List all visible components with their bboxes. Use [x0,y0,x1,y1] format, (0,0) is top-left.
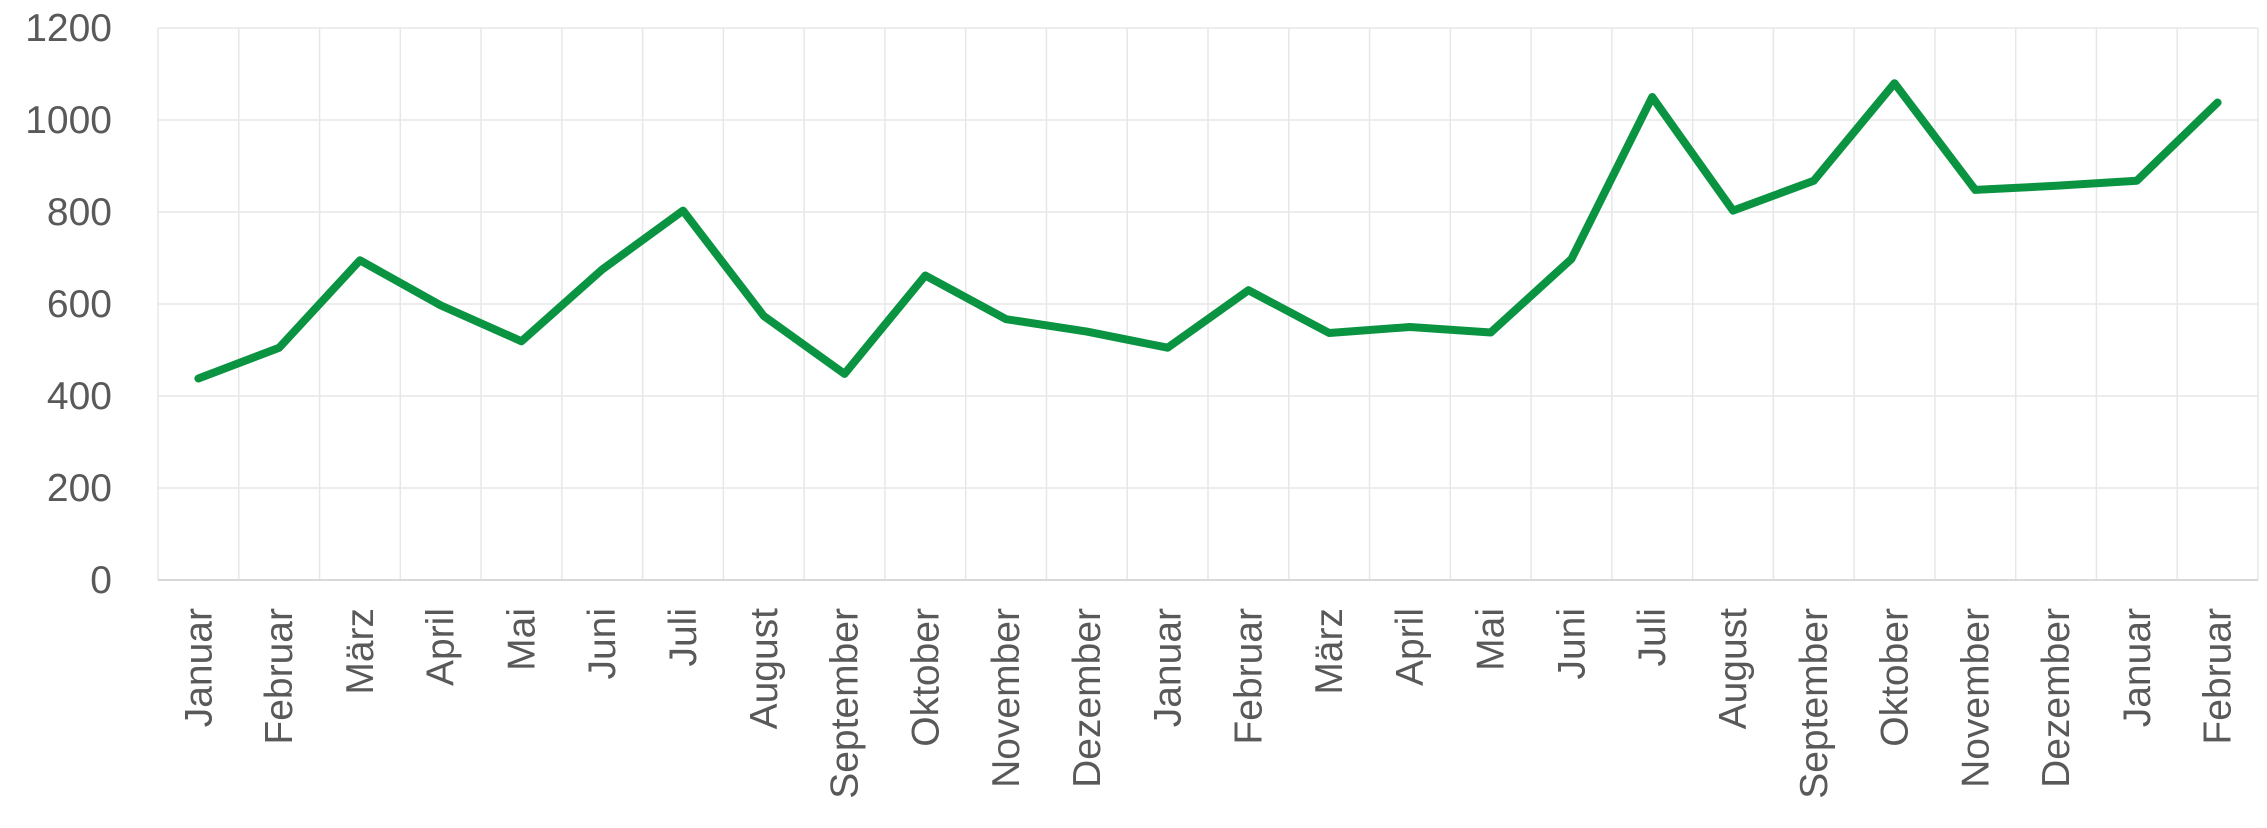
x-tick-label: Juli [1631,608,1674,667]
series-line [194,79,2222,383]
x-tick-label: Februar [1227,608,1270,745]
y-tick-label: 1200 [25,7,112,50]
x-tick-label: Dezember [2035,608,2078,788]
x-tick-label: September [824,608,867,799]
x-tick-label: November [985,608,1028,788]
y-tick-label: 600 [47,283,112,326]
x-tick-label: Januar [2116,608,2159,727]
x-tick-label: März [1308,608,1351,695]
x-tick-label: Februar [2197,608,2240,745]
y-tick-label: 800 [47,191,112,234]
x-tick-label: Mai [500,608,543,671]
x-tick-label: Oktober [1874,608,1917,747]
x-tick-label: November [1954,608,1997,788]
x-tick-label: April [1389,608,1432,686]
y-axis-tick-labels: 0 200 400 600 800 1000 1200 [25,7,112,602]
series-lines [194,79,2222,383]
x-tick-label: Juli [662,608,705,667]
x-tick-label: August [1712,608,1755,730]
x-tick-label: Dezember [1066,608,1109,788]
y-tick-label: 200 [47,467,112,510]
x-tick-label: Juni [1550,608,1593,680]
x-tick-label: September [1793,608,1836,799]
y-tick-label: 1000 [25,99,112,142]
x-tick-label: Januar [1147,608,1190,727]
x-tick-label: August [743,608,786,730]
x-tick-label: März [339,608,382,695]
gridlines [157,27,2259,580]
x-tick-label: Oktober [904,608,947,747]
x-tick-label: Mai [1470,608,1513,671]
x-tick-label: April [420,608,463,686]
x-axis-tick-labels: Januar Februar März April Mai Juni Juli August S… [177,608,2239,799]
y-tick-label: 0 [90,559,112,602]
y-tick-label: 400 [47,375,112,418]
x-tick-label: Januar [177,608,220,727]
x-tick-label: Februar [258,608,301,745]
x-tick-label: Juni [581,608,624,680]
